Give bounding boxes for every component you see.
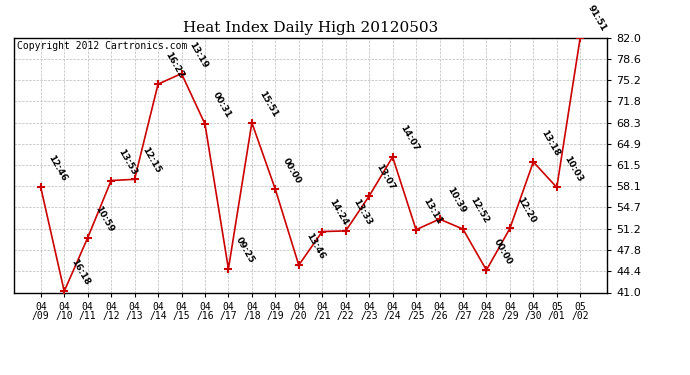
Text: 16:22: 16:22 (164, 51, 186, 80)
Text: 13:07: 13:07 (375, 163, 397, 192)
Text: 13:53: 13:53 (117, 147, 139, 176)
Text: 00:00: 00:00 (492, 237, 514, 266)
Text: 12:46: 12:46 (46, 154, 68, 183)
Text: 13:33: 13:33 (351, 198, 373, 227)
Text: 10:39: 10:39 (445, 186, 467, 215)
Text: 15:51: 15:51 (257, 89, 279, 118)
Text: 16:18: 16:18 (70, 258, 92, 287)
Text: 12:20: 12:20 (515, 195, 538, 224)
Text: 00:31: 00:31 (210, 91, 233, 120)
Title: Heat Index Daily High 20120503: Heat Index Daily High 20120503 (183, 21, 438, 35)
Text: 13:18: 13:18 (539, 128, 561, 158)
Text: 14:07: 14:07 (398, 123, 420, 153)
Text: 12:52: 12:52 (469, 196, 491, 225)
Text: 13:46: 13:46 (304, 232, 326, 261)
Text: 13:11: 13:11 (422, 196, 444, 225)
Text: 10:03: 10:03 (562, 154, 584, 183)
Text: 91:51: 91:51 (586, 4, 608, 33)
Text: 14:24: 14:24 (328, 198, 350, 227)
Text: 12:15: 12:15 (140, 146, 162, 175)
Text: 09:25: 09:25 (234, 236, 256, 265)
Text: 13:19: 13:19 (187, 40, 209, 69)
Text: 10:59: 10:59 (93, 204, 115, 234)
Text: 00:00: 00:00 (281, 156, 303, 185)
Text: Copyright 2012 Cartronics.com: Copyright 2012 Cartronics.com (17, 41, 187, 51)
